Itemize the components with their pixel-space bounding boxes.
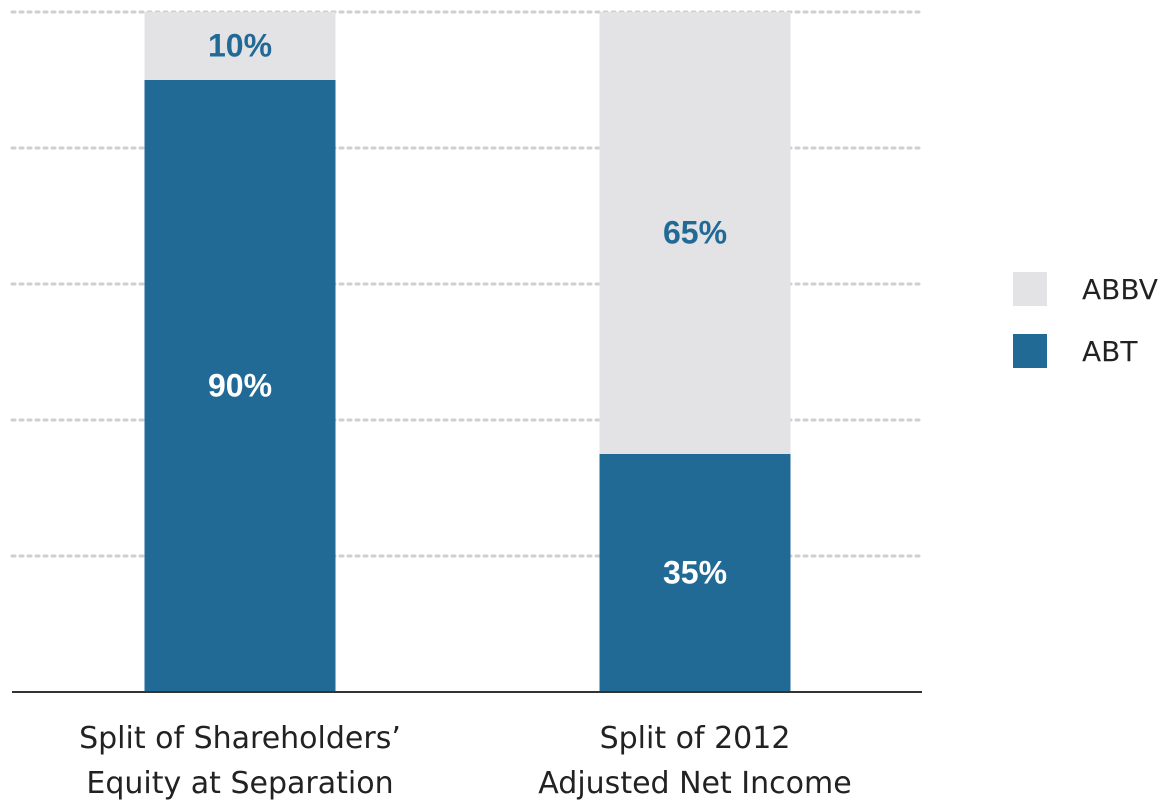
segment-labels: 90% 10% 35% 65% <box>208 27 727 590</box>
legend-swatch-abbv <box>1013 272 1047 306</box>
bars <box>144 12 791 692</box>
legend-swatch-abt <box>1013 334 1047 368</box>
category-label-1-line-2: Equity at Separation <box>86 766 393 801</box>
data-label-abbv-1: 10% <box>208 27 272 63</box>
legend-label-abbv: ABBV <box>1082 273 1158 306</box>
data-label-abt-1: 90% <box>208 367 272 403</box>
data-label-abt-2: 35% <box>663 554 727 590</box>
legend: ABBV ABT <box>1013 272 1158 368</box>
bar-abbv-1 <box>144 12 336 80</box>
bar-abt-1 <box>144 80 336 692</box>
bar-abbv-2 <box>599 12 791 454</box>
category-label-1-line-1: Split of Shareholders’ <box>79 721 401 756</box>
category-labels: Split of Shareholders’ Equity at Separati… <box>79 721 852 801</box>
category-label-2-line-2: Adjusted Net Income <box>538 766 851 801</box>
data-label-abbv-2: 65% <box>663 214 727 250</box>
bar-abt-2 <box>599 454 791 692</box>
legend-label-abt: ABT <box>1082 335 1138 368</box>
category-label-2-line-1: Split of 2012 <box>600 721 791 756</box>
